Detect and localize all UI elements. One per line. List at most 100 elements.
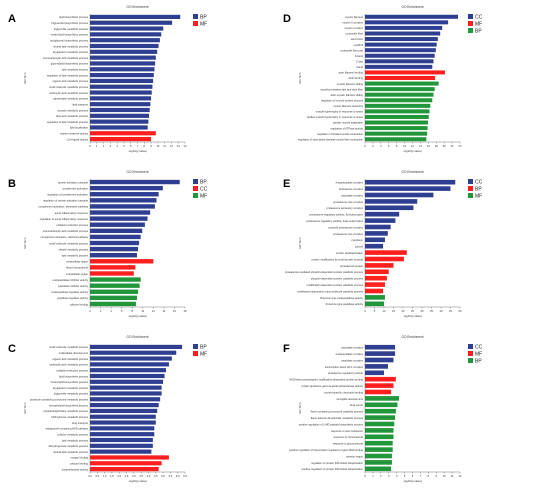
bar: [365, 64, 433, 69]
term-label: proteasome regulatory particle, base sub…: [306, 219, 363, 223]
bar: [90, 461, 162, 466]
term-label: threonine-type peptidase activity: [326, 302, 364, 306]
term-label: complement activation: [62, 186, 88, 190]
term-label: peptidase inhibitor activity: [58, 284, 88, 288]
term-label: muscle hypertrophy in response to stress: [316, 110, 364, 114]
panel-letter: B: [8, 178, 16, 190]
bar: [90, 295, 137, 301]
bar: [90, 204, 155, 209]
legend-swatch: [193, 193, 198, 198]
legend-swatch: [193, 179, 198, 184]
bar: [90, 455, 169, 460]
term-label: actin filament binding: [339, 71, 364, 75]
x-tick-label: 4: [380, 144, 382, 148]
bar: [365, 402, 398, 408]
panel-letter: C: [8, 343, 16, 355]
bar: [90, 131, 156, 136]
x-tick-label: 5: [404, 474, 406, 478]
bar: [90, 362, 169, 367]
term-label: protein glutamine gamma-glutamyltransfer…: [302, 384, 364, 388]
bar: [365, 114, 429, 119]
term-label: regulation of slow-twitch skeletal muscl…: [298, 137, 364, 141]
panel-d: D GO Enrichment GO Term myosin filament myos…: [283, 5, 483, 153]
bar: [90, 234, 141, 240]
bar: [365, 231, 388, 236]
bar: [365, 364, 388, 369]
panel-letter: A: [8, 13, 16, 25]
bar: [365, 59, 434, 64]
bar: [90, 26, 164, 31]
x-tick-label: 22: [451, 144, 454, 148]
x-tick-label: 16: [173, 309, 176, 313]
x-tick-label: 12: [170, 144, 173, 148]
chart-title: GO Enrichment: [127, 5, 149, 9]
legend-swatch: [468, 193, 473, 198]
x-tick-label: 0: [89, 144, 91, 148]
bar: [365, 460, 392, 465]
bar: [90, 259, 154, 264]
term-label: proteasome complex: [339, 187, 364, 191]
x-tick-label: 7: [137, 144, 139, 148]
term-label: actin-myosin filament sliding: [331, 93, 364, 97]
term-label: tetrapyrrole-containing NAD pathway: [46, 427, 89, 431]
panel-c: C GO Enrichment GO Term small molecule meta…: [8, 335, 207, 483]
x-tick-label: 24: [459, 144, 462, 148]
legend-label: MF: [200, 351, 207, 357]
term-label: protein modification by small protein re…: [312, 257, 364, 261]
bar: [90, 420, 156, 425]
y-axis-label: GO Term: [298, 402, 302, 414]
legend-swatch: [193, 14, 198, 19]
panel-letter: D: [283, 13, 291, 25]
bar: [365, 396, 400, 401]
term-label: peptidase complex: [341, 358, 363, 362]
bar: [90, 379, 164, 384]
bar: [90, 301, 136, 307]
term-label: lipid localization: [70, 126, 89, 130]
legend-swatch: [193, 21, 198, 26]
bar: [365, 256, 404, 262]
bar: [365, 408, 396, 414]
x-tick-label: 45: [449, 309, 452, 313]
term-label: acute inflammatory response: [55, 211, 89, 215]
term-label: acylglycerol metabolic process: [53, 50, 89, 54]
bar: [365, 357, 394, 363]
term-label: peptidase complex: [341, 193, 363, 197]
term-label: cofactor binding: [70, 302, 89, 306]
bar: [90, 391, 162, 396]
term-label: actin binding: [348, 76, 363, 80]
bar: [365, 25, 443, 30]
x-tick-label: 11: [163, 144, 166, 148]
term-label: ubiquitin-dependent protein catabolic pr…: [311, 277, 364, 281]
bar: [90, 90, 152, 95]
legend-label: CC: [475, 344, 483, 350]
bar: [90, 125, 148, 130]
bar: [365, 42, 437, 47]
x-axis-label: -log10(p value): [128, 314, 147, 318]
term-label: monocarboxylic acid metabolic process: [43, 229, 89, 233]
y-axis-label: GO Term: [23, 237, 27, 249]
bar: [90, 277, 141, 282]
bar: [90, 216, 148, 221]
term-label: lipid metabolic process: [62, 438, 89, 442]
bar: [365, 434, 394, 440]
bar: [90, 20, 173, 25]
x-tick-label: 2: [103, 144, 105, 148]
bar: [365, 275, 387, 281]
term-label: CoA-ligase activity: [67, 137, 89, 141]
bar: [365, 383, 394, 388]
term-label: glycerolipid metabolic process: [53, 97, 88, 101]
x-tick-label: 40: [440, 309, 443, 313]
x-tick-label: 10: [383, 309, 386, 313]
x-tick-label: 0.5: [96, 474, 100, 478]
term-label: positive regulation of transcription reg…: [289, 448, 364, 452]
x-tick-label: 2.5: [125, 474, 129, 478]
term-label: endopeptidase complex: [336, 352, 364, 356]
x-axis-label: -log10(p value): [403, 149, 422, 153]
x-tick-label: 12: [459, 474, 462, 478]
term-label: proteasome-mediated ubiquitin-dependent …: [285, 270, 364, 274]
legend-swatch: [468, 28, 473, 33]
legend-label: CC: [200, 186, 208, 192]
term-label: oxoacid metabolic process: [57, 108, 88, 112]
term-label: response to corticosteroid: [333, 435, 363, 439]
term-label: cytosol: [355, 245, 363, 249]
